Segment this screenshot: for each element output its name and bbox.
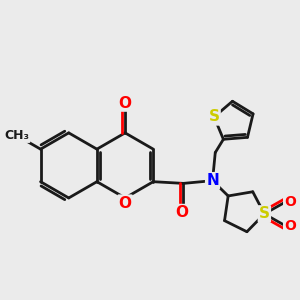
Text: CH₃: CH₃ <box>4 129 29 142</box>
Text: O: O <box>284 219 296 233</box>
Text: O: O <box>118 96 132 111</box>
Text: O: O <box>284 195 296 209</box>
Text: S: S <box>259 206 270 221</box>
Text: S: S <box>208 110 220 124</box>
Text: O: O <box>118 196 132 211</box>
Text: O: O <box>175 205 188 220</box>
Text: N: N <box>206 173 219 188</box>
